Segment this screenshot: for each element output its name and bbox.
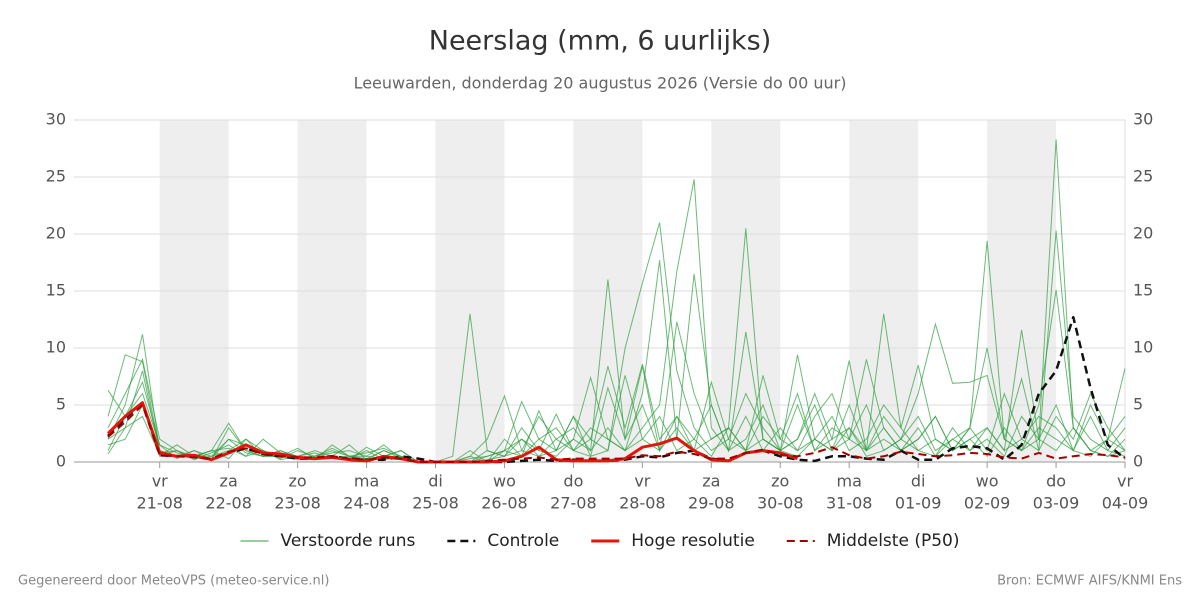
y2-tick-label: 0 [1133,452,1143,471]
x-tick-label: 03-09 [1033,494,1080,513]
x-tick-label: 28-08 [619,494,666,513]
x-tick-day: zo [289,472,307,491]
x-tick-label: 23-08 [274,494,321,513]
footer-left: Gegenereerd door MeteoVPS (meteo-service… [18,574,329,589]
x-tick-day: ma [354,472,379,491]
x-tick-day: vr [152,472,168,491]
x-tick-label: 29-08 [688,494,735,513]
x-tick-label: 26-08 [481,494,528,513]
x-tick-day: vr [1117,472,1133,491]
x-tick-label: 30-08 [757,494,804,513]
y2-tick-label: 15 [1133,281,1153,300]
y-tick-label: 30 [46,110,66,129]
y-tick-label: 10 [46,338,66,357]
y-tick-label: 25 [46,167,66,186]
y-tick-label: 0 [56,452,66,471]
x-tick-day: wo [493,472,516,491]
y-tick-label: 15 [46,281,66,300]
x-tick-label: 24-08 [343,494,390,513]
y2-tick-label: 10 [1133,338,1153,357]
x-tick-day: di [911,472,926,491]
x-tick-day: za [220,472,238,491]
legend-label: Verstoorde runs [281,531,416,551]
legend: Verstoorde runs Controle Hoge resolutie Mid… [240,531,960,551]
x-tick-label: 02-09 [964,494,1011,513]
legend-label: Controle [487,531,559,551]
x-tick-label: 04-09 [1102,494,1149,513]
x-tick-day: za [702,472,720,491]
x-tick-day: wo [976,472,999,491]
x-tick-day: ma [837,472,862,491]
y2-tick-label: 25 [1133,167,1153,186]
x-tick-day: do [1046,472,1066,491]
y-tick-label: 20 [46,224,66,243]
x-tick-label: 31-08 [826,494,873,513]
y2-tick-label: 5 [1133,395,1143,414]
footer-right: Bron: ECMWF AIFS/KNMI Ens [997,574,1182,589]
x-tick-day: vr [634,472,650,491]
legend-label: Hoge resolutie [631,531,755,551]
x-tick-label: 22-08 [205,494,252,513]
x-tick-day: di [428,472,443,491]
y2-tick-label: 20 [1133,224,1153,243]
x-tick-label: 27-08 [550,494,597,513]
x-tick-day: do [563,472,583,491]
ensemble-run [107,228,1126,463]
y2-tick-label: 30 [1133,110,1153,129]
x-tick-label: 21-08 [136,494,183,513]
x-tick-label: 25-08 [412,494,459,513]
chart-title: Neerslag (mm, 6 uurlijks) [429,26,771,57]
y-tick-label: 5 [56,395,66,414]
legend-label: Middelste (P50) [827,531,960,551]
chart-subtitle: Leeuwarden, donderdag 20 augustus 2026 (… [354,74,847,93]
x-tick-label: 01-09 [895,494,942,513]
x-tick-day: zo [771,472,789,491]
series-line [107,404,1126,463]
